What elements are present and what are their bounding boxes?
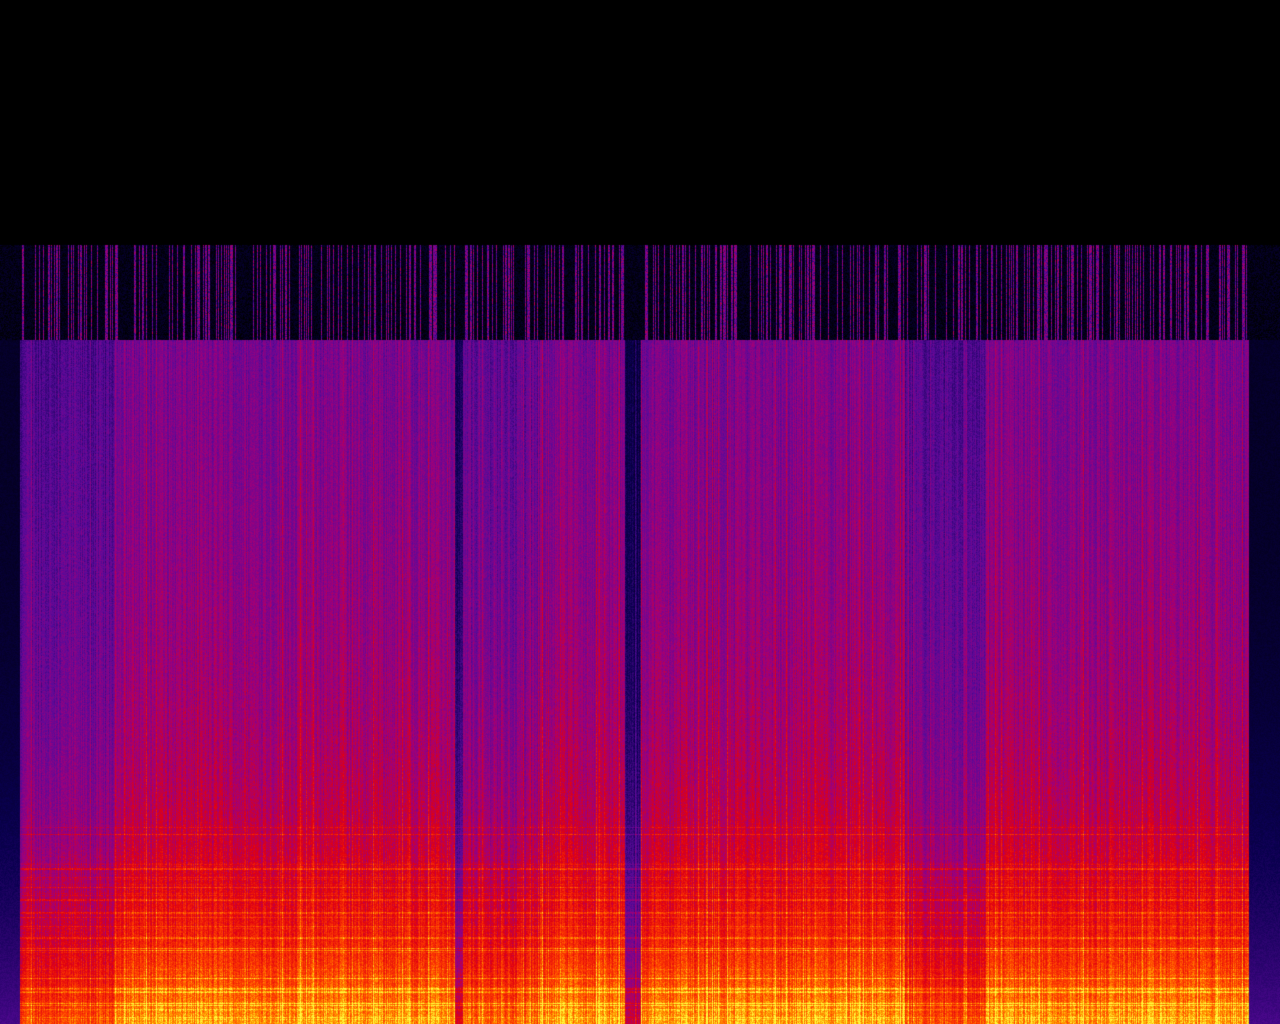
- spectrogram-image: [0, 0, 1280, 1024]
